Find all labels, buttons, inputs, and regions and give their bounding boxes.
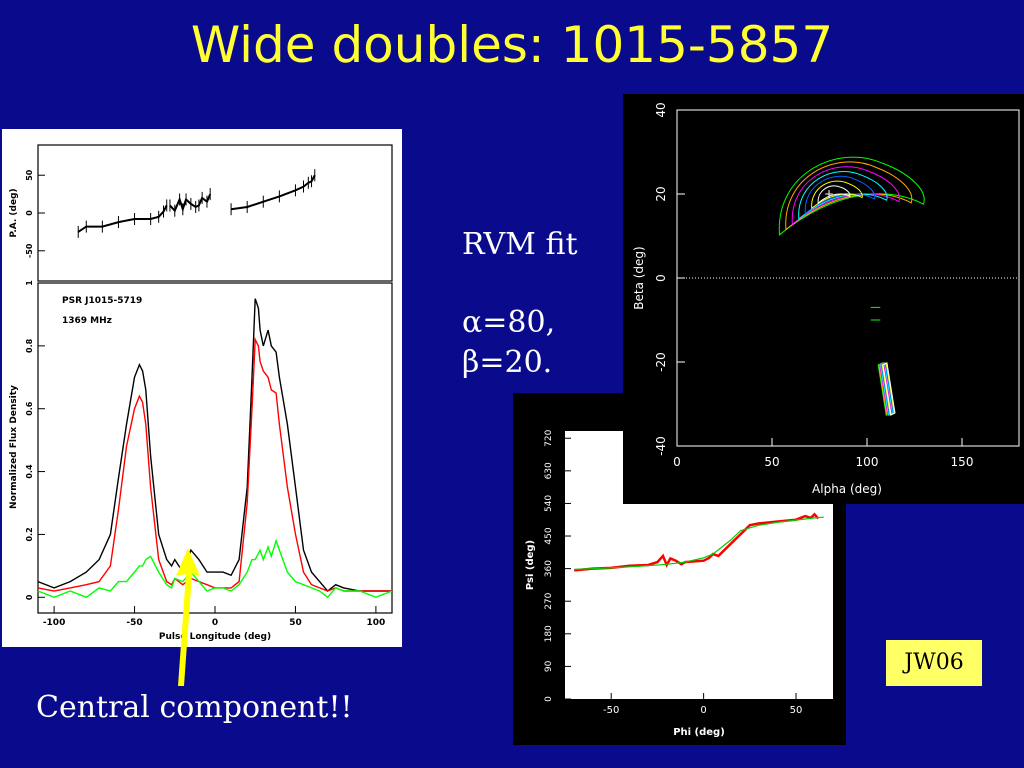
pulse-profile-chart: -50 0 50 P.A. (deg) -100 -50 0 50 100 0 0.2 0.4 0.… — [9, 144, 393, 642]
profile-annotation-freq: 1369 MHz — [62, 316, 112, 326]
pa-ylabel: P.A. (deg) — [9, 188, 19, 237]
pa-plot: -50 0 50 P.A. (deg) — [9, 144, 393, 282]
contour-ytick-label: 20 — [654, 186, 668, 201]
contour-ytick-label: 0 — [654, 274, 668, 282]
profile-series-0 — [37, 298, 392, 592]
profile-ytick-label: 1 — [25, 280, 34, 286]
profile-plot-frame — [37, 282, 393, 614]
rvm-ytick-label: 90 — [544, 660, 554, 672]
beta-value: β=20. — [462, 345, 553, 380]
profile-xtick-label: 100 — [367, 618, 386, 628]
contour-level-0 — [778, 156, 925, 236]
chi2-contour-panel: + 0 50 100 150 -40 -20 0 20 40 Beta (deg) Alpha … — [623, 94, 1024, 504]
best-fit-marker: + — [824, 187, 834, 201]
contour-sliver-6 — [882, 362, 896, 416]
profile-ytick-label: 0 — [25, 594, 34, 600]
citation-badge: JW06 — [886, 640, 982, 686]
contour-xtick-label: 150 — [951, 455, 974, 469]
contour-ytick-label: 40 — [654, 102, 668, 117]
chi2-contour-chart: + 0 50 100 150 -40 -20 0 20 40 Beta (deg) Alpha … — [632, 102, 1020, 496]
contour-ytick-label: -40 — [654, 436, 668, 456]
contour-xlabel: Alpha (deg) — [812, 482, 882, 496]
pa-ytick-label: 0 — [25, 210, 34, 216]
pa-plot-frame — [37, 144, 393, 282]
pa-segment-1 — [169, 193, 212, 213]
slide-title: Wide doubles: 1015-5857 — [190, 16, 834, 74]
profile-xtick-label: 50 — [289, 618, 302, 628]
profile-ytick-label: 0.6 — [25, 401, 34, 416]
pa-ytick-label: -50 — [25, 243, 34, 258]
contour-xtick-label: 100 — [856, 455, 879, 469]
pa-segment-0 — [77, 204, 168, 233]
profile-ylabel: Normalized Flux Density — [9, 385, 19, 509]
alpha-value: α=80, — [462, 305, 556, 340]
pulse-profile-panel: -50 0 50 P.A. (deg) -100 -50 0 50 100 0 0.2 0.4 0.… — [2, 129, 402, 647]
pa-segment-2 — [230, 174, 316, 211]
arrow-icon — [176, 548, 200, 686]
contour-xtick-label: 50 — [764, 455, 779, 469]
rvm-ytick-label: 720 — [544, 429, 554, 446]
central-component-label: Central component!! — [36, 690, 353, 725]
contour-level-6 — [817, 185, 851, 204]
pa-ytick-label: 50 — [25, 169, 34, 181]
profile-plot: -100 -50 0 50 100 0 0.2 0.4 0.6 0.8 1 PSR J1015-57… — [9, 280, 393, 642]
contour-level-1 — [785, 161, 913, 231]
rvm-xlabel: Phi (deg) — [673, 727, 725, 738]
profile-xlabel: Pulse Longitude (deg) — [159, 632, 271, 642]
rvm-ytick-label: 630 — [544, 462, 554, 479]
rvm-ytick-label: 360 — [544, 560, 554, 577]
profile-ytick-label: 0.2 — [25, 527, 34, 541]
profile-xtick-label: -100 — [43, 618, 66, 628]
rvm-series-fit — [574, 516, 824, 570]
rvm-ylabel: Psi (deg) — [525, 540, 536, 590]
rvm-xtick-label: 0 — [700, 705, 706, 716]
profile-xtick-label: -50 — [126, 618, 142, 628]
rvm-ytick-label: 540 — [544, 495, 554, 512]
rvm-ytick-label: 0 — [544, 696, 554, 702]
contour-level-2 — [791, 166, 900, 226]
rvm-fit-label: RVM fit — [462, 227, 578, 262]
profile-series-2 — [37, 538, 393, 599]
rvm-xtick-label: 50 — [790, 705, 803, 716]
profile-series-1 — [37, 336, 392, 592]
profile-ytick-label: 0.4 — [25, 464, 34, 479]
profile-xtick-label: 0 — [212, 618, 218, 628]
profile-annotation-psr: PSR J1015-5719 — [62, 296, 142, 306]
rvm-xtick-label: -50 — [603, 705, 619, 716]
rvm-ytick-label: 270 — [544, 592, 554, 609]
profile-ytick-label: 0.8 — [25, 338, 34, 353]
contour-ylabel: Beta (deg) — [632, 246, 646, 309]
rvm-ytick-label: 450 — [544, 527, 554, 544]
rvm-ytick-label: 180 — [544, 625, 554, 642]
contour-ytick-label: -20 — [654, 352, 668, 372]
contour-xtick-label: 0 — [673, 455, 681, 469]
contour-level-3 — [798, 171, 888, 220]
